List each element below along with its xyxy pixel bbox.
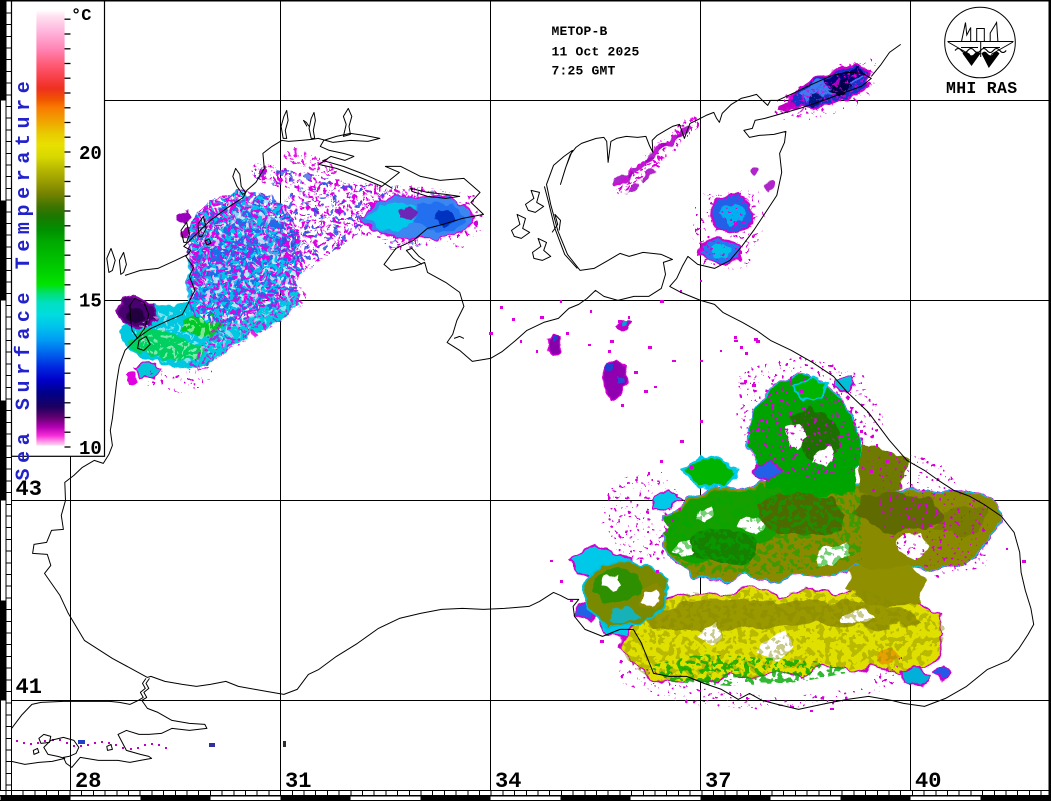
svg-text:Sea Surface Temperature: Sea Surface Temperature (13, 76, 36, 481)
svg-text:37: 37 (705, 769, 731, 794)
svg-text:40: 40 (915, 769, 941, 794)
svg-text:15: 15 (79, 291, 102, 313)
svg-text:°C: °C (71, 7, 91, 26)
svg-text:7:25 GMT: 7:25 GMT (552, 64, 616, 79)
svg-text:31: 31 (285, 769, 311, 794)
svg-text:34: 34 (495, 769, 521, 794)
svg-text:METOP-B: METOP-B (552, 24, 608, 39)
svg-text:28: 28 (75, 769, 101, 794)
svg-text:41: 41 (16, 675, 42, 700)
svg-text:20: 20 (79, 143, 102, 165)
svg-text:10: 10 (79, 438, 102, 460)
svg-text:43: 43 (16, 477, 42, 502)
svg-text:11 Oct 2025: 11 Oct 2025 (552, 45, 640, 60)
svg-text:MHI RAS: MHI RAS (946, 79, 1017, 98)
